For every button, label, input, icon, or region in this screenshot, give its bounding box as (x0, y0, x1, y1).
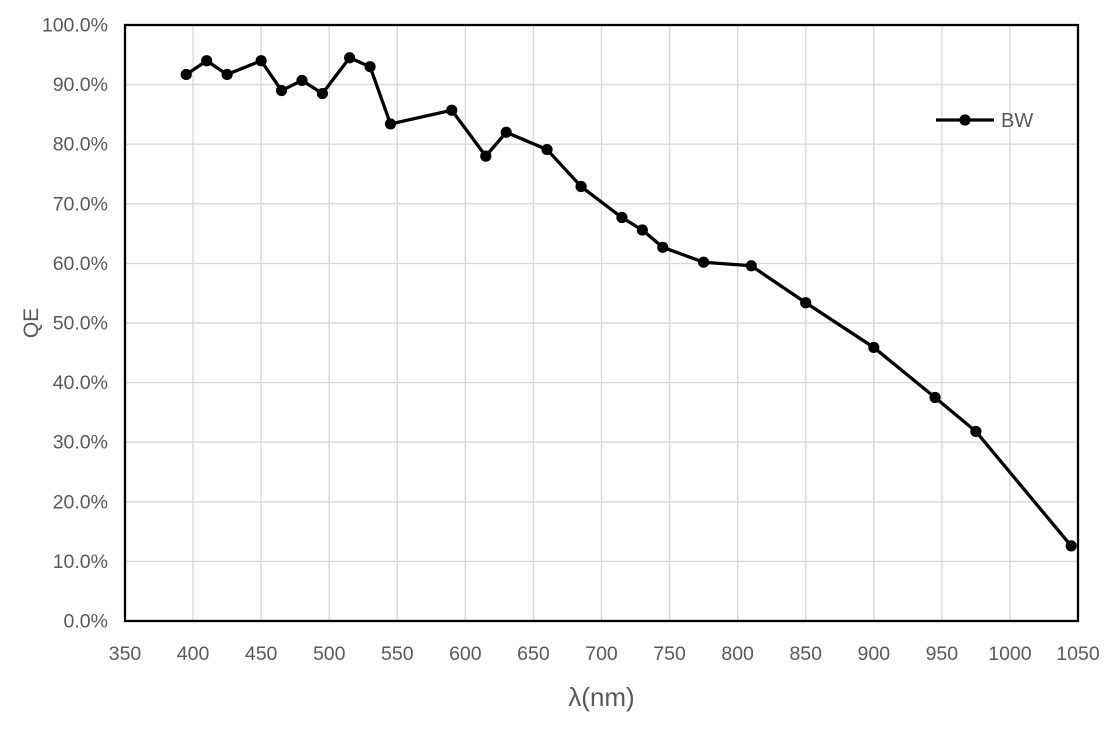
data-point (698, 256, 710, 268)
data-point (480, 150, 492, 162)
data-point (500, 126, 512, 138)
legend-label: BW (1001, 110, 1033, 132)
x-tick-label: 400 (177, 643, 210, 665)
data-point (446, 104, 458, 116)
y-axis-tick-labels: 0.0% 10.0% 20.0% 30.0% 40.0% 50.0% 60.0% 70.0% 8… (42, 15, 108, 633)
y-tick-label: 90.0% (53, 74, 108, 96)
data-line (184, 56, 1073, 548)
y-axis-title: QE (20, 308, 43, 338)
x-tick-label: 950 (926, 643, 959, 665)
legend-marker-icon (959, 114, 971, 126)
x-tick-label: 450 (245, 643, 278, 665)
data-point (344, 52, 356, 64)
data-point (201, 55, 213, 67)
data-point (929, 391, 941, 404)
data-point (221, 68, 233, 81)
x-tick-label: 750 (653, 643, 686, 665)
gridlines (125, 25, 1078, 621)
data-point (541, 143, 553, 156)
x-tick-label: 550 (381, 643, 414, 665)
x-tick-label: 900 (858, 643, 891, 665)
x-tick-label: 350 (109, 643, 142, 665)
y-tick-label: 20.0% (53, 491, 108, 513)
data-point (868, 341, 880, 354)
y-tick-label: 0.0% (64, 611, 108, 633)
x-tick-label: 800 (721, 643, 754, 665)
data-point (616, 211, 628, 224)
data-point (745, 260, 757, 272)
y-tick-label: 80.0% (53, 134, 108, 156)
y-tick-label: 50.0% (53, 313, 108, 335)
x-tick-label: 850 (789, 643, 822, 665)
x-tick-label: 700 (585, 643, 618, 665)
x-tick-label: 1050 (1056, 643, 1100, 665)
data-point (636, 224, 648, 236)
y-tick-label: 60.0% (53, 253, 108, 275)
data-point (800, 297, 812, 309)
data-point (657, 241, 669, 253)
x-tick-label: 1000 (988, 643, 1032, 665)
x-axis-title: λ(nm) (568, 682, 634, 712)
data-point (296, 74, 308, 87)
x-tick-label: 500 (313, 643, 346, 665)
data-series (180, 52, 1077, 552)
y-tick-label: 30.0% (53, 432, 108, 454)
data-point (316, 87, 329, 100)
y-tick-label: 40.0% (53, 372, 108, 394)
data-point (575, 180, 587, 193)
data-point (970, 425, 982, 438)
y-tick-label: 70.0% (53, 193, 108, 215)
data-point (364, 61, 376, 73)
plot-border (123, 23, 1080, 623)
data-point (384, 118, 397, 130)
data-point (1065, 540, 1077, 552)
legend: BW (936, 110, 1033, 132)
y-tick-label: 10.0% (53, 551, 108, 573)
x-tick-label: 600 (449, 643, 482, 665)
x-axis-tick-labels: 350 400 450 500 550 600 650 700 750 800 850 900 950 1… (109, 643, 1100, 665)
data-point (180, 68, 192, 81)
data-point (275, 84, 288, 97)
data-point (255, 55, 267, 67)
y-tick-label: 100.0% (42, 15, 108, 37)
x-tick-label: 650 (517, 643, 550, 665)
